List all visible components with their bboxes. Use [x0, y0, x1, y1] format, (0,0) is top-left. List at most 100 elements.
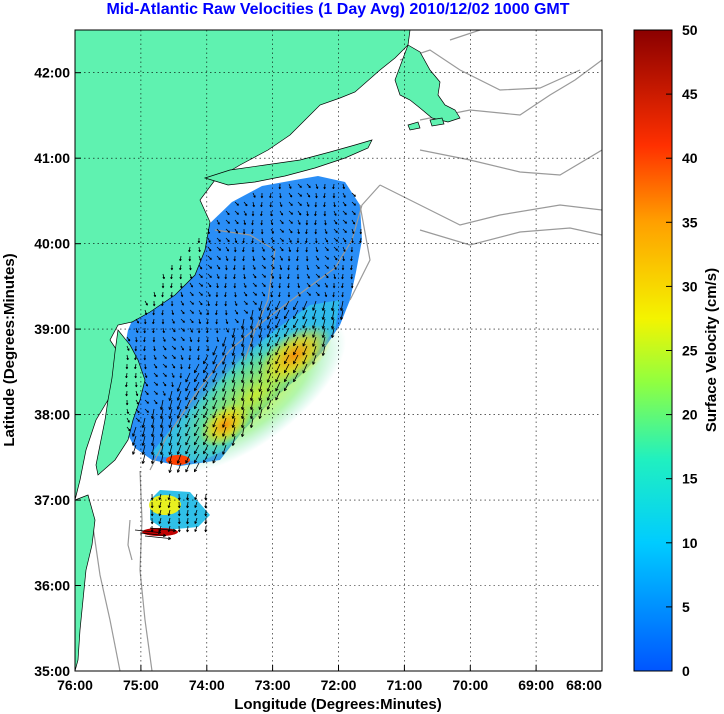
velocity-arrow: [333, 273, 336, 280]
velocity-arrow: [314, 201, 318, 208]
velocity-arrow: [359, 228, 363, 235]
velocity-arrow: [225, 318, 229, 325]
velocity-arrow: [279, 201, 283, 207]
y-tick-label: 36:00: [34, 578, 70, 594]
velocity-arrow: [284, 345, 290, 356]
velocity-arrow: [197, 237, 201, 244]
velocity-arrow: [278, 282, 281, 289]
velocity-arrow: [149, 527, 177, 533]
velocity-arrow: [284, 300, 290, 311]
velocity-arrow: [222, 381, 227, 392]
velocity-arrow: [194, 435, 200, 446]
velocity-arrow: [203, 408, 209, 419]
velocity-arrow: [249, 390, 254, 402]
velocity-arrow: [333, 237, 339, 242]
velocity-arrow: [171, 354, 176, 360]
velocity-arrow: [203, 435, 209, 446]
velocity-arrow: [135, 381, 138, 388]
velocity-arrow: [249, 354, 254, 366]
velocity-arrow: [231, 327, 236, 338]
velocity-arrow: [189, 282, 193, 288]
velocity-arrow: [293, 300, 299, 311]
velocity-arrow: [275, 381, 281, 392]
velocity-arrow: [270, 246, 275, 251]
y-tick-label: 37:00: [34, 492, 70, 508]
velocity-arrow: [212, 408, 218, 419]
velocity-arrow: [258, 390, 263, 401]
velocity-arrow: [279, 228, 284, 233]
velocity-arrow: [252, 192, 256, 198]
velocity-arrow: [266, 309, 272, 320]
velocity-arrow: [185, 426, 191, 437]
velocity-arrow: [258, 327, 263, 338]
velocity-arrow: [312, 336, 317, 347]
velocity-arrow: [240, 390, 245, 402]
velocity-arrow: [186, 525, 190, 533]
velocity-arrow: [302, 336, 308, 347]
velocity-arrow: [152, 336, 156, 343]
velocity-arrow: [297, 183, 302, 188]
velocity-arrow: [260, 210, 263, 217]
velocity-arrow: [194, 517, 198, 524]
velocity-arrow: [240, 327, 245, 339]
velocity-arrow: [252, 255, 255, 262]
velocity-arrow: [350, 273, 353, 280]
velocity-arrow: [144, 381, 148, 387]
velocity-arrow: [305, 228, 308, 235]
velocity-arrow: [158, 501, 162, 509]
land-long-island: [203, 139, 373, 186]
velocity-arrow: [266, 390, 272, 401]
velocity-arrow: [287, 273, 290, 280]
velocity-arrow: [135, 399, 139, 405]
velocity-arrow: [231, 390, 236, 401]
velocity-arrow: [312, 318, 317, 329]
velocity-arrow: [315, 192, 318, 199]
velocity-arrow: [266, 336, 272, 347]
velocity-arrow: [126, 345, 130, 351]
velocity-arrow: [284, 372, 290, 383]
velocity-arrow: [266, 372, 272, 383]
velocity-arrow: [302, 363, 308, 374]
velocity-arrow: [233, 264, 236, 271]
y-tick-label: 39:00: [34, 321, 70, 337]
velocity-arrow: [240, 318, 245, 330]
velocity-arrow: [188, 255, 192, 262]
velocity-arrow: [351, 210, 356, 216]
velocity-arrow: [216, 246, 222, 251]
velocity-arrow: [143, 336, 146, 343]
velocity-arrow: [240, 345, 245, 357]
velocity-arrow: [150, 435, 155, 447]
velocity-arrow: [203, 363, 209, 374]
velocity-arrow: [234, 309, 239, 315]
velocity-arrow: [293, 372, 299, 383]
velocity-arrow: [215, 318, 218, 325]
velocity-arrow: [212, 444, 218, 455]
colorbar-tick-label: 5: [682, 599, 690, 615]
velocity-arrow: [188, 246, 191, 253]
velocity-arrow: [216, 273, 220, 279]
velocity-arrow: [150, 501, 154, 509]
velocity-arrow: [270, 291, 273, 298]
velocity-arrow: [288, 210, 294, 215]
velocity-arrow: [297, 192, 303, 197]
velocity-arrow: [225, 327, 229, 333]
velocity-arrow: [324, 246, 329, 252]
velocity-arrow: [189, 264, 192, 271]
velocity-arrow: [222, 399, 227, 410]
velocity-arrow: [203, 381, 209, 392]
velocity-arrow: [266, 345, 272, 356]
velocity-arrow: [171, 372, 175, 378]
velocity-arrow: [132, 435, 137, 446]
velocity-arrow: [144, 318, 147, 325]
velocity-arrow: [159, 408, 164, 420]
x-tick-label: 73:00: [255, 677, 291, 693]
velocity-arrow: [194, 381, 200, 392]
velocity-arrow: [279, 264, 283, 271]
velocity-arrow: [315, 291, 320, 297]
velocity-arrow: [144, 390, 149, 396]
velocity-arrow: [270, 210, 273, 217]
velocity-arrow: [177, 509, 181, 517]
velocity-arrow: [231, 435, 236, 446]
velocity-arrow: [171, 336, 176, 341]
